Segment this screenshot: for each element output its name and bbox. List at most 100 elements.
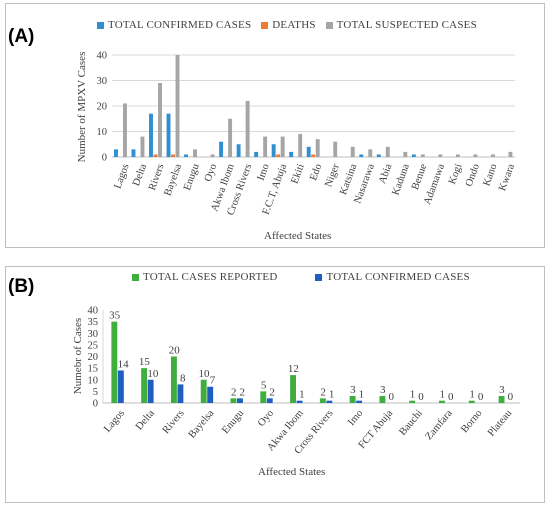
data-label: 1 (359, 389, 365, 401)
bar (200, 379, 207, 403)
x-tick-label: Imo (256, 162, 272, 182)
x-tick-label: Delta (131, 162, 149, 187)
bar (111, 321, 118, 403)
data-label: 3 (350, 384, 356, 396)
bar (166, 113, 171, 157)
data-label: 2 (320, 386, 326, 398)
bar (368, 149, 373, 157)
bar (411, 154, 416, 157)
bar (140, 136, 145, 157)
bar (490, 154, 495, 157)
x-tick-label: Bauchi (397, 408, 425, 438)
x-tick-label: Edo (308, 162, 324, 182)
bar (263, 136, 268, 157)
bar (210, 154, 215, 157)
legend-item: TOTAL CASES REPORTED (132, 271, 277, 283)
y-tick-label: 15 (88, 364, 99, 375)
bar (289, 151, 294, 157)
bar (350, 146, 355, 157)
legend-label: TOTAL SUSPECTED CASES (336, 19, 477, 31)
bar (237, 398, 243, 403)
data-label: 7 (210, 375, 216, 387)
x-tick-label: Lagos (112, 162, 131, 190)
bar (117, 370, 124, 403)
legend-item: TOTAL CONFIRMED CASES (315, 271, 470, 283)
bar (175, 55, 180, 157)
data-label: 0 (418, 391, 424, 403)
bar (306, 146, 311, 157)
x-tick-label: Niger (323, 162, 342, 189)
bar (508, 151, 513, 157)
bar (356, 400, 363, 403)
bar (245, 100, 250, 157)
y-tick-label: 20 (97, 102, 108, 113)
data-label: 1 (410, 389, 416, 401)
legend-swatch-suspected (325, 21, 333, 29)
bar (311, 154, 316, 157)
bar (193, 149, 197, 157)
bar (333, 141, 338, 157)
x-tick-label: Ekiti (289, 162, 306, 185)
data-label: 5 (261, 379, 267, 391)
x-tick-label: Oyo (256, 408, 276, 429)
bar (147, 379, 154, 403)
bar (276, 154, 281, 157)
bar (379, 396, 386, 403)
chart-a-legend: TOTAL CONFIRMED CASES DEATHS TOTAL SUSPE… (97, 19, 487, 31)
bar (455, 154, 460, 157)
bar (439, 400, 445, 403)
bar (170, 356, 177, 403)
legend-label: TOTAL CASES REPORTED (143, 271, 278, 283)
x-tick-label: Oyo (203, 162, 220, 183)
x-tick-label: Enugu (182, 162, 202, 192)
bar (438, 154, 443, 157)
bar (141, 368, 148, 403)
data-label: 10 (199, 368, 211, 380)
y-tick-label: 30 (97, 76, 108, 87)
y-tick-label: 0 (93, 399, 98, 410)
bar (158, 83, 162, 157)
x-tick-label: Abia (377, 162, 394, 185)
legend-label: DEATHS (272, 19, 316, 31)
bar (254, 151, 259, 157)
data-label: 0 (388, 391, 394, 403)
panel-a: (A) (0, 0, 550, 250)
data-label: 8 (180, 372, 186, 384)
x-tick-label: Zamfara (423, 408, 454, 443)
bar (296, 400, 303, 403)
y-tick-label: 35 (88, 317, 99, 328)
legend-swatch-confirmed (97, 21, 104, 29)
bar (230, 398, 237, 403)
x-tick-label: Lagos (102, 408, 127, 435)
bar (260, 391, 267, 403)
bar (473, 154, 478, 157)
bar (376, 154, 381, 157)
legend-swatch-reported (132, 273, 139, 281)
chart-b-x-axis-label: Affected States (258, 466, 326, 478)
data-label: 0 (508, 391, 514, 403)
data-label: 3 (380, 384, 386, 396)
bar (385, 146, 390, 157)
bar (149, 113, 153, 157)
x-tick-label: Ondo (464, 162, 482, 188)
y-tick-label: 5 (93, 387, 98, 398)
y-tick-label: 30 (88, 329, 99, 340)
data-label: 3 (499, 384, 505, 396)
data-label: 0 (448, 391, 454, 403)
bar (236, 144, 241, 157)
data-label: 2 (269, 386, 275, 398)
x-tick-label: Delta (134, 408, 157, 433)
y-tick-label: 0 (102, 153, 107, 164)
bar (326, 400, 333, 403)
bar (228, 118, 233, 157)
x-tick-label: Kano (481, 162, 499, 187)
panel-a-frame (5, 3, 545, 248)
y-tick-label: 40 (88, 306, 99, 317)
data-label: 12 (288, 363, 299, 375)
chart-a-x-axis-label: Affected States (264, 230, 332, 242)
bar (349, 396, 356, 403)
bar (298, 134, 303, 157)
bar (359, 154, 364, 157)
y-tick-label: 40 (97, 51, 108, 62)
